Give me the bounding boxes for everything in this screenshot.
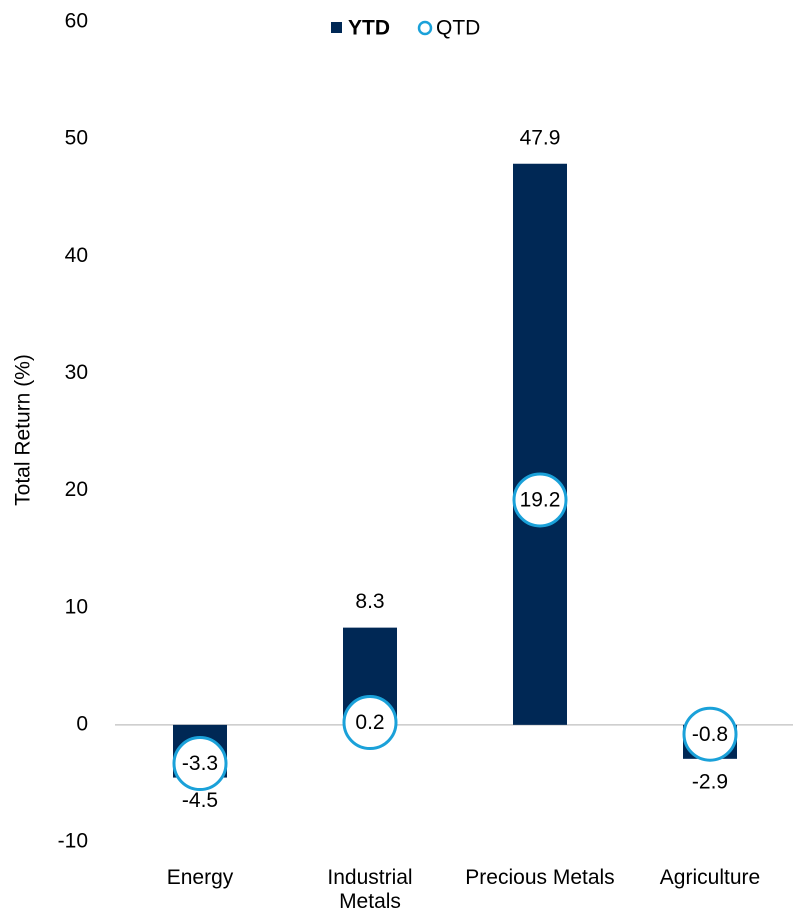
- x-tick-label: Agriculture: [659, 866, 761, 889]
- y-tick-label: -10: [58, 830, 88, 853]
- marker: [172, 736, 228, 792]
- y-axis-title: Total Return (%): [12, 354, 35, 506]
- legend-label: QTD: [436, 17, 480, 40]
- legend-swatch: [331, 22, 342, 33]
- y-tick-label: 50: [65, 127, 88, 150]
- legend-label: YTD: [348, 17, 390, 40]
- x-tick-label: Industrial Metals: [327, 866, 413, 913]
- value-label: -0.8: [692, 723, 728, 746]
- marker: [512, 472, 568, 528]
- y-tick-label: 10: [65, 595, 88, 618]
- value-label: -4.5: [182, 789, 218, 812]
- marker: [682, 706, 738, 762]
- value-label: -3.3: [182, 752, 218, 775]
- x-tick-label: Precious Metals: [465, 866, 615, 889]
- value-label: 19.2: [520, 488, 561, 511]
- x-tick-label: Energy: [166, 866, 234, 889]
- legend-swatch: [417, 20, 433, 36]
- bar: [513, 163, 567, 725]
- value-label: 0.2: [355, 711, 384, 734]
- y-tick-label: 20: [65, 478, 88, 501]
- y-tick-label: 60: [65, 10, 88, 33]
- y-tick-label: 0: [76, 712, 88, 735]
- value-label: 47.9: [520, 126, 561, 149]
- y-tick-label: 30: [65, 361, 88, 384]
- value-label: -2.9: [692, 770, 728, 793]
- marker: [342, 695, 398, 751]
- value-label: 8.3: [355, 590, 384, 613]
- y-tick-label: 40: [65, 244, 88, 267]
